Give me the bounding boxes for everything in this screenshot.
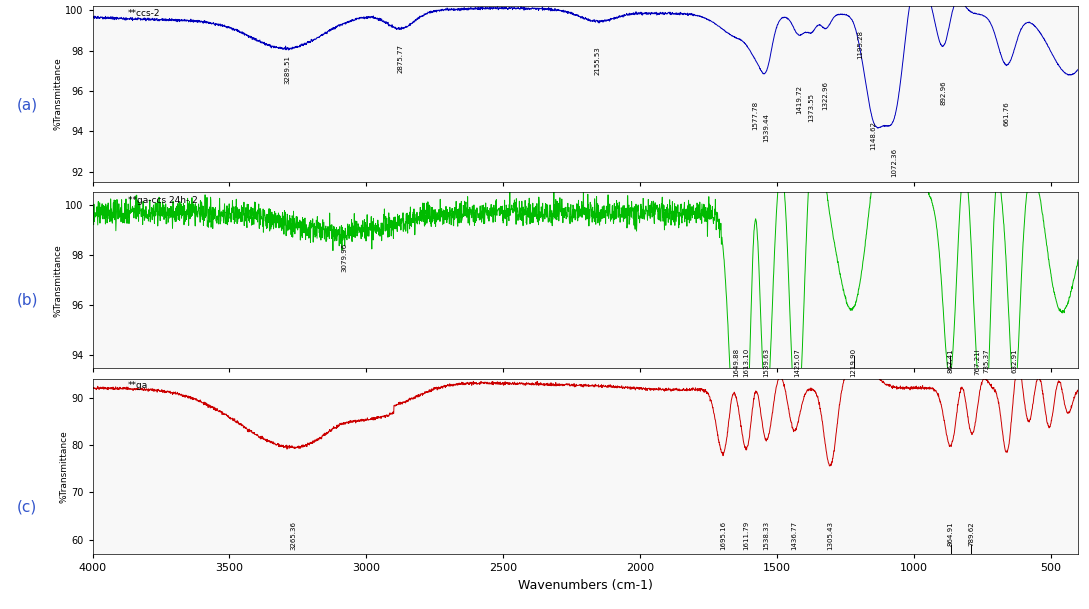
Text: 3079.96: 3079.96 — [342, 242, 347, 272]
Text: 892.96: 892.96 — [940, 81, 946, 105]
Text: 1219.90: 1219.90 — [851, 348, 857, 377]
Text: 1539.44: 1539.44 — [763, 113, 769, 142]
Text: 1539.63: 1539.63 — [763, 348, 769, 377]
Text: 1373.55: 1373.55 — [809, 93, 815, 122]
Text: 1072.36: 1072.36 — [891, 147, 897, 177]
Text: 3265.36: 3265.36 — [291, 521, 296, 550]
Text: 1425.07: 1425.07 — [795, 348, 800, 377]
Text: 3289.51: 3289.51 — [284, 55, 290, 83]
Text: 1613.10: 1613.10 — [743, 348, 749, 377]
Text: 1419.72: 1419.72 — [796, 85, 802, 114]
Text: (c): (c) — [16, 499, 37, 515]
X-axis label: Wavenumbers (cm-1): Wavenumbers (cm-1) — [518, 579, 652, 592]
Text: (b): (b) — [16, 292, 38, 308]
Text: **ga: **ga — [129, 381, 148, 390]
Text: **ga-ccs 24h- 2: **ga-ccs 24h- 2 — [129, 196, 198, 205]
Text: 661.76: 661.76 — [1003, 101, 1010, 125]
Text: 864.91: 864.91 — [947, 521, 954, 546]
Text: 1577.78: 1577.78 — [752, 101, 759, 130]
Text: 867.41: 867.41 — [947, 348, 953, 373]
Text: 2875.77: 2875.77 — [397, 44, 403, 74]
Text: 1305.43: 1305.43 — [828, 521, 833, 550]
Text: 1611.79: 1611.79 — [744, 521, 749, 550]
Text: 1538.33: 1538.33 — [763, 521, 770, 550]
Text: 1436.77: 1436.77 — [792, 521, 797, 550]
Text: 1695.16: 1695.16 — [721, 521, 726, 550]
Text: 767.21l: 767.21l — [975, 348, 980, 375]
Text: 1148.62: 1148.62 — [870, 121, 877, 150]
Text: 1322.96: 1322.96 — [822, 81, 829, 110]
Text: 1195.28: 1195.28 — [857, 30, 864, 59]
Text: 632.91: 632.91 — [1012, 348, 1017, 373]
Text: 789.62: 789.62 — [968, 521, 975, 546]
Text: **ccs-2: **ccs-2 — [129, 9, 161, 18]
Y-axis label: %Transmittance: %Transmittance — [60, 430, 69, 502]
Text: 2155.53: 2155.53 — [595, 46, 600, 76]
Text: 1649.88: 1649.88 — [733, 348, 739, 377]
Text: 735.37: 735.37 — [983, 348, 989, 373]
Text: (a): (a) — [16, 97, 37, 113]
Y-axis label: %Transmittance: %Transmittance — [53, 58, 62, 130]
Y-axis label: %Transmittance: %Transmittance — [53, 244, 62, 317]
